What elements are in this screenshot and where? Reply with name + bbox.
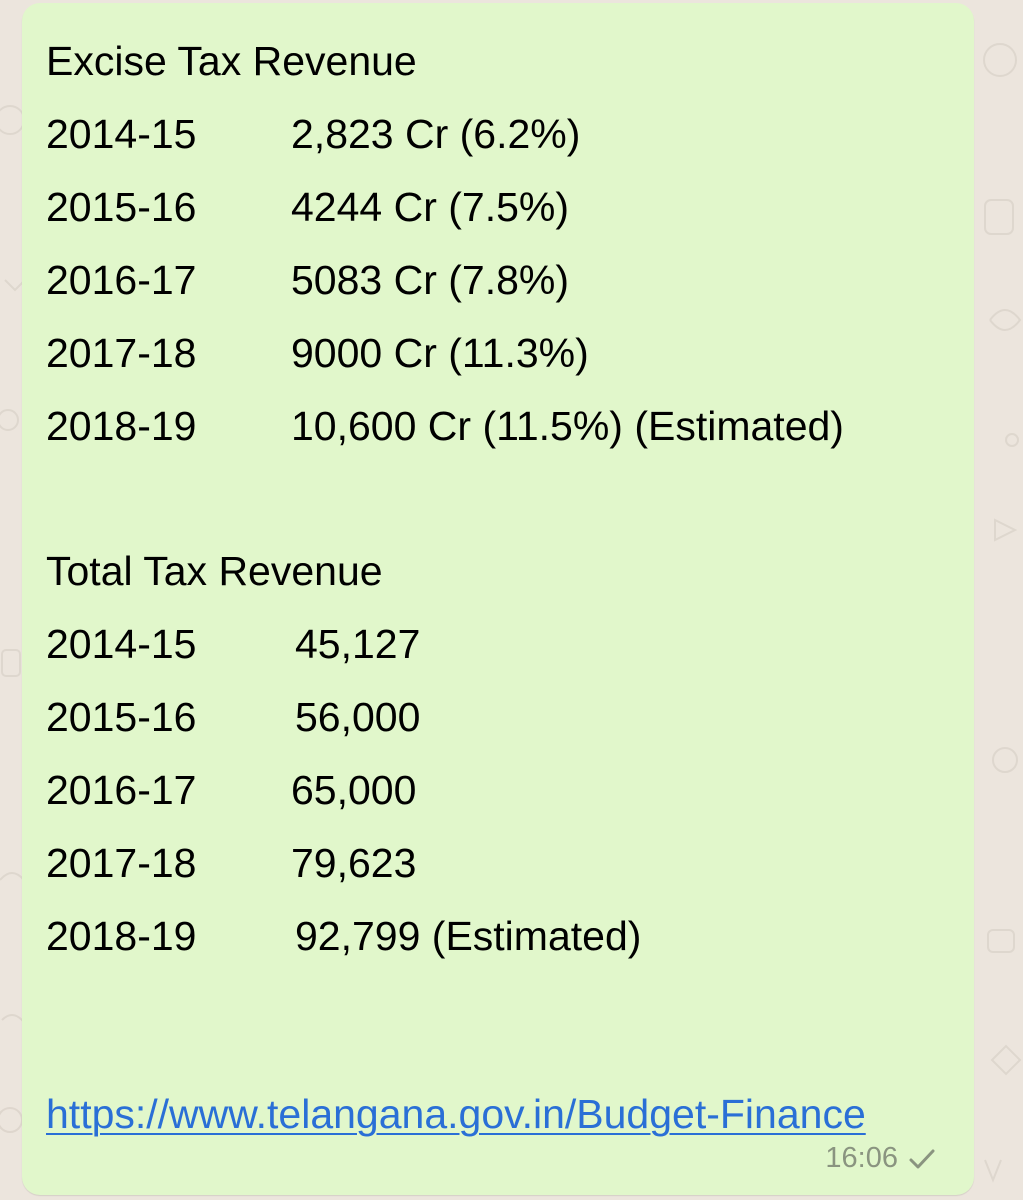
excise-year: 2014-15 bbox=[46, 111, 197, 157]
total-row: 2015-16 56,000 bbox=[46, 681, 956, 754]
excise-row: 2015-16 4244 Cr (7.5%) bbox=[46, 171, 956, 244]
budget-finance-link[interactable]: https://www.telangana.gov.in/Budget-Fina… bbox=[46, 1091, 866, 1137]
excise-year: 2018-19 bbox=[46, 403, 197, 449]
excise-year: 2017-18 bbox=[46, 330, 197, 376]
excise-value: 2,823 Cr (6.2%) bbox=[291, 111, 581, 157]
total-heading: Total Tax Revenue bbox=[46, 548, 383, 594]
excise-value: 5083 Cr (7.8%) bbox=[291, 257, 570, 303]
message-meta: 16:06 bbox=[825, 1142, 936, 1175]
total-value: 65,000 bbox=[291, 767, 417, 813]
excise-value: 4244 Cr (7.5%) bbox=[291, 184, 570, 230]
excise-heading: Excise Tax Revenue bbox=[46, 38, 417, 84]
total-row: 2018-19 92,799 (Estimated) bbox=[46, 900, 956, 973]
total-year: 2016-17 bbox=[46, 767, 197, 813]
total-value: 92,799 (Estimated) bbox=[295, 913, 642, 959]
total-year: 2018-19 bbox=[46, 913, 197, 959]
excise-value: 10,600 Cr (11.5%) (Estimated) bbox=[291, 403, 844, 449]
message-bubble[interactable]: Excise Tax Revenue 2014-15 2,823 Cr (6.2… bbox=[22, 3, 974, 1195]
total-row: 2016-17 65,000 bbox=[46, 754, 956, 827]
excise-year: 2015-16 bbox=[46, 184, 197, 230]
total-year: 2015-16 bbox=[46, 694, 197, 740]
total-row: 2014-15 45,127 bbox=[46, 608, 956, 681]
spacer bbox=[46, 973, 956, 1078]
message-text: Excise Tax Revenue 2014-15 2,823 Cr (6.2… bbox=[46, 25, 956, 1150]
total-year: 2014-15 bbox=[46, 621, 197, 667]
excise-row: 2017-18 9000 Cr (11.3%) bbox=[46, 317, 956, 390]
spacer bbox=[46, 463, 956, 535]
excise-row: 2016-17 5083 Cr (7.8%) bbox=[46, 244, 956, 317]
total-value: 79,623 bbox=[291, 840, 417, 886]
single-check-icon bbox=[909, 1149, 935, 1168]
excise-row: 2018-19 10,600 Cr (11.5%) (Estimated) bbox=[46, 390, 956, 463]
total-value: 45,127 bbox=[295, 621, 421, 667]
excise-year: 2016-17 bbox=[46, 257, 197, 303]
total-year: 2017-18 bbox=[46, 840, 197, 886]
excise-row: 2014-15 2,823 Cr (6.2%) bbox=[46, 98, 956, 171]
excise-value: 9000 Cr (11.3%) bbox=[291, 330, 589, 376]
message-time: 16:06 bbox=[825, 1142, 898, 1174]
total-row: 2017-18 79,623 bbox=[46, 827, 956, 900]
total-value: 56,000 bbox=[295, 694, 421, 740]
